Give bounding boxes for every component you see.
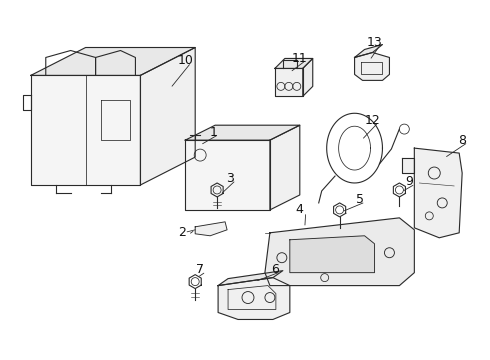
Text: 12: 12 bbox=[365, 114, 380, 127]
Polygon shape bbox=[275, 58, 313, 68]
Polygon shape bbox=[355, 45, 383, 58]
Polygon shape bbox=[355, 53, 390, 80]
Polygon shape bbox=[195, 222, 227, 236]
Text: 1: 1 bbox=[209, 126, 217, 139]
Text: 13: 13 bbox=[367, 36, 382, 49]
Text: 11: 11 bbox=[292, 52, 308, 65]
Text: 7: 7 bbox=[196, 263, 204, 276]
Polygon shape bbox=[402, 158, 415, 173]
Polygon shape bbox=[31, 75, 141, 185]
Polygon shape bbox=[141, 48, 195, 185]
Text: 2: 2 bbox=[178, 226, 186, 239]
Polygon shape bbox=[265, 218, 415, 285]
Text: 9: 9 bbox=[405, 175, 413, 189]
Polygon shape bbox=[303, 58, 313, 96]
Text: 3: 3 bbox=[226, 171, 234, 185]
Text: 8: 8 bbox=[458, 134, 466, 147]
Polygon shape bbox=[218, 271, 283, 285]
Text: 10: 10 bbox=[177, 54, 193, 67]
Polygon shape bbox=[415, 148, 462, 238]
Polygon shape bbox=[31, 48, 195, 75]
Polygon shape bbox=[185, 140, 270, 210]
Text: 5: 5 bbox=[356, 193, 364, 206]
Polygon shape bbox=[270, 125, 300, 210]
Text: 6: 6 bbox=[271, 263, 279, 276]
Polygon shape bbox=[290, 236, 374, 273]
Polygon shape bbox=[275, 68, 303, 96]
Polygon shape bbox=[218, 278, 290, 319]
Text: 4: 4 bbox=[296, 203, 304, 216]
Polygon shape bbox=[185, 125, 300, 140]
